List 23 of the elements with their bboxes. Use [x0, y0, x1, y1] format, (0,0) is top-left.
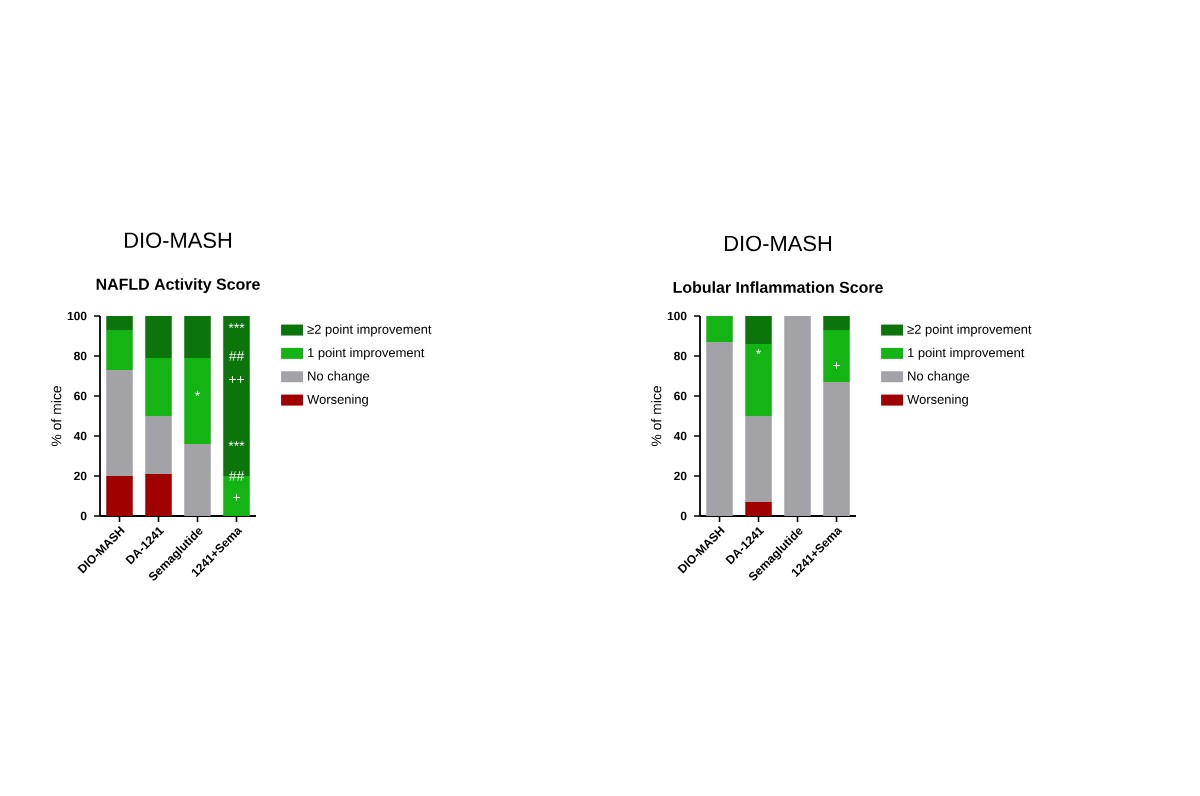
bar: [145, 416, 172, 474]
bar: [823, 316, 850, 330]
bar: [145, 316, 172, 358]
bar: [145, 358, 172, 416]
bar: [106, 316, 133, 330]
bar: [184, 358, 211, 444]
chart-title: DIO-MASH: [125, 232, 232, 248]
bar: [823, 382, 850, 516]
bar: [745, 344, 772, 416]
bar: [184, 316, 211, 358]
bar: [745, 316, 772, 344]
chart-title: DIO-MASH: [725, 235, 832, 252]
bar: [784, 316, 811, 516]
bar: [745, 416, 772, 502]
bar: [106, 370, 133, 476]
bar: [145, 474, 172, 516]
bar: [745, 502, 772, 516]
bar: [106, 330, 133, 370]
bar: [106, 476, 133, 516]
bar: [184, 444, 211, 516]
bar: [706, 316, 733, 342]
bar: [823, 330, 850, 382]
bar: [706, 342, 733, 516]
